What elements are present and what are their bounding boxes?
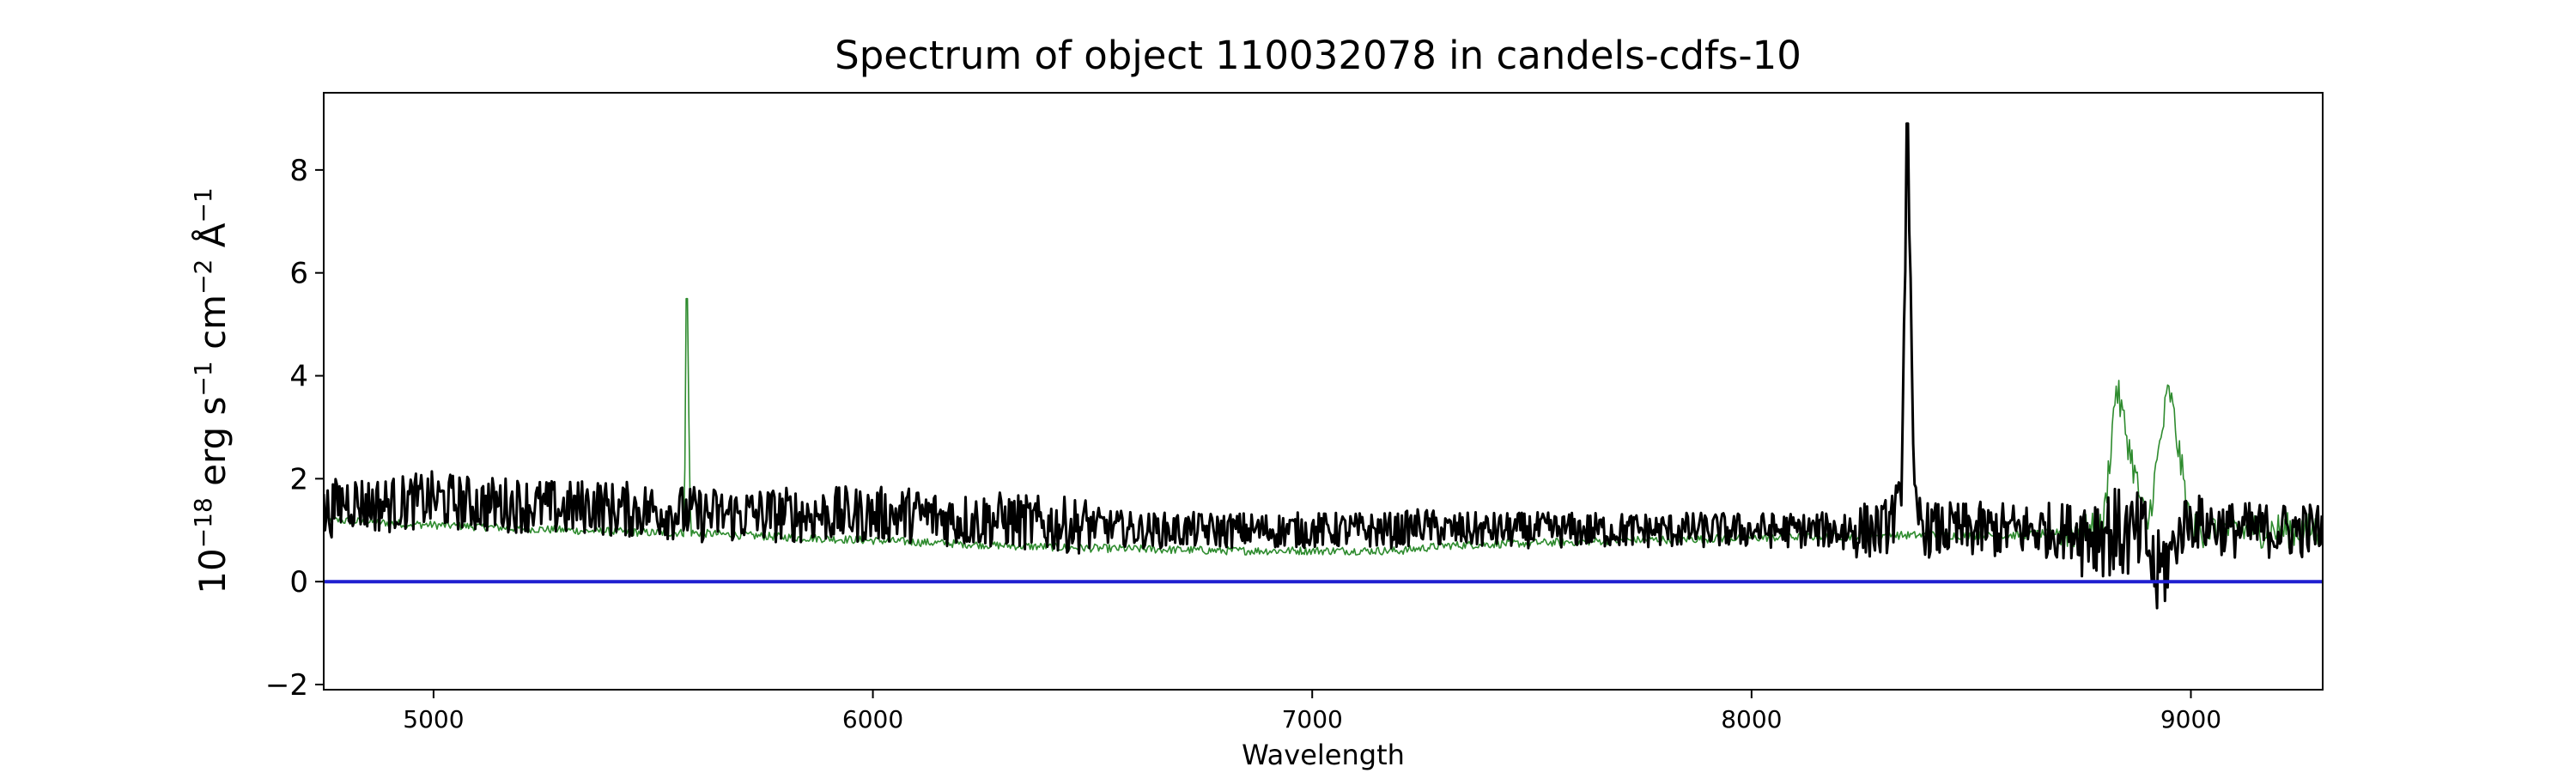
y-tick-label: 2 [289,462,308,496]
chart-title: Spectrum of object 110032078 in candels-… [835,33,1801,78]
x-tick-label: 9000 [2160,705,2221,733]
y-label-base-4: Å [191,222,234,259]
y-tick-label: −2 [265,668,308,703]
x-tick-label: 5000 [403,705,464,733]
series-model-line [324,297,2323,556]
y-axis-label: 10−18 erg s−1 cm−2 Å−1 [189,187,234,593]
y-label-exp-2: −1 [189,361,217,396]
x-axis: 5000 6000 7000 8000 9000 [403,690,2221,733]
x-tick-label: 8000 [1721,705,1782,733]
y-axis: −2 0 2 4 6 8 [265,154,324,703]
y-tick-label: 8 [289,154,308,188]
y-label-base-1: 10 [191,548,234,593]
plot-area [324,122,2323,610]
series-flux-line [324,122,2323,610]
x-axis-label: Wavelength [1242,739,1405,771]
plot-frame [323,92,2324,691]
y-tick-label: 6 [289,257,308,291]
y-label-exp-4: −1 [189,187,217,222]
y-label-base-3: cm [191,295,234,361]
y-label-base-2: erg s [191,397,234,498]
y-label-exp-3: −2 [189,259,217,295]
y-tick-label: 0 [289,565,308,600]
y-tick-label: 4 [289,360,308,394]
x-tick-label: 7000 [1282,705,1343,733]
x-tick-label: 6000 [842,705,903,733]
y-label-exp-1: −18 [189,497,217,548]
